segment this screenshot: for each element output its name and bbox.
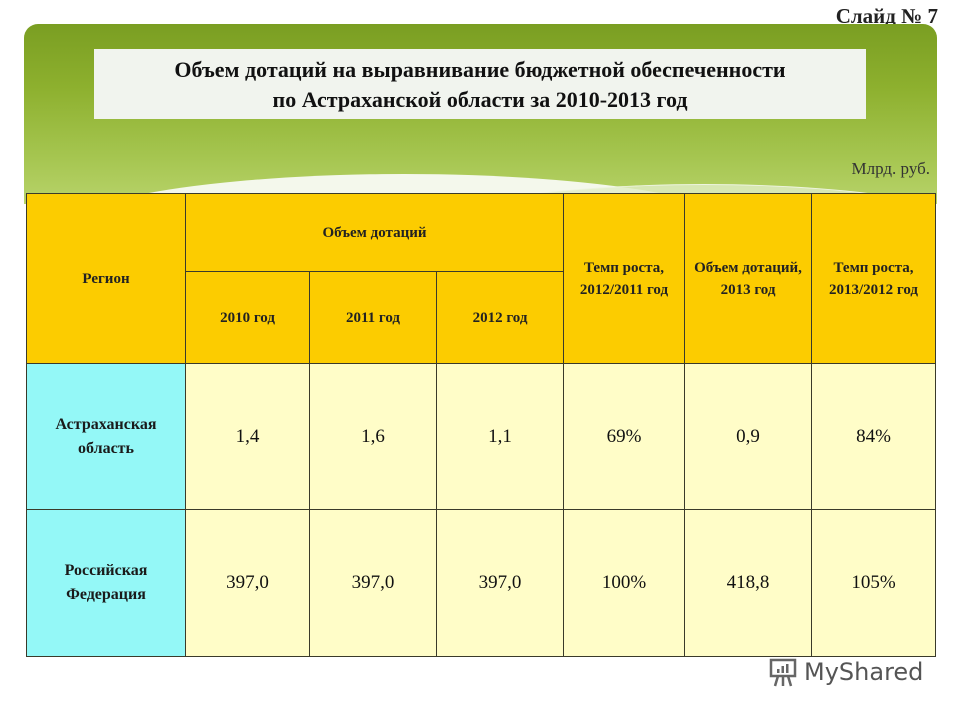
title-line-2: по Астраханской области за 2010-2013 год — [272, 87, 688, 112]
value-cell: 418,8 — [684, 509, 812, 657]
units-label: Млрд. руб. — [851, 159, 930, 178]
value-cell: 1,4 — [185, 363, 310, 510]
value-cell: 84% — [811, 363, 936, 510]
value-cell: 397,0 — [309, 509, 437, 657]
value-cell: 69% — [563, 363, 685, 510]
subsidy-table: Регион Объем дотаций Темп роста, 2012/20… — [26, 193, 936, 657]
table-row: Российская Федерация 397,0 397,0 397,0 1… — [26, 509, 936, 657]
header-volume-group: Объем дотаций — [185, 193, 564, 272]
slide-title: Объем дотаций на выравнивание бюджетной … — [94, 49, 866, 119]
header-growth-2012-2011: Темп роста, 2012/2011 год — [563, 193, 685, 364]
header-volume-2013: Объем дотаций, 2013 год — [684, 193, 812, 364]
watermark-text: MyShared — [804, 658, 924, 686]
region-cell: Российская Федерация — [26, 509, 186, 657]
value-cell: 0,9 — [684, 363, 812, 510]
value-cell: 397,0 — [185, 509, 310, 657]
presentation-board-icon — [769, 658, 797, 687]
header-2010: 2010 год — [185, 271, 310, 364]
value-cell: 105% — [811, 509, 936, 657]
watermark: MyShared — [768, 656, 923, 688]
value-cell: 1,1 — [436, 363, 564, 510]
value-cell: 397,0 — [436, 509, 564, 657]
table-row: Астраханская область 1,4 1,6 1,1 69% 0,9… — [26, 363, 936, 510]
value-cell: 1,6 — [309, 363, 437, 510]
value-cell: 100% — [563, 509, 685, 657]
header-growth-2013-2012: Темп роста, 2013/2012 год — [811, 193, 936, 364]
region-cell: Астраханская область — [26, 363, 186, 510]
header-2011: 2011 год — [309, 271, 437, 364]
header-2012: 2012 год — [436, 271, 564, 364]
header-region: Регион — [26, 193, 186, 364]
title-line-1: Объем дотаций на выравнивание бюджетной … — [174, 57, 786, 82]
